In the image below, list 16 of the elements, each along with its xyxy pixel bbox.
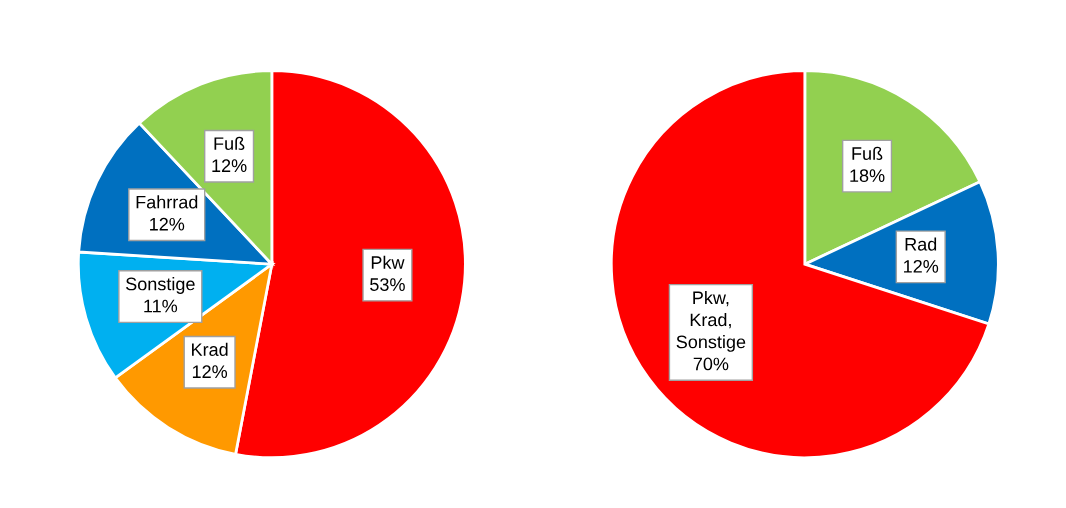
slice-label: Sonstige [126,277,195,294]
slice-label: Fuß [852,146,883,160]
data-label: 53% [370,278,405,291]
slice-label: Fuß [214,136,245,151]
data-label: 12% [192,365,228,379]
slice-label: Pkw, Krad, Sonstige [676,290,746,352]
data-label: 12% [904,259,939,273]
slice-label: Pkw [371,255,405,269]
data-label: 18% [850,169,885,182]
slice-label: Krad [192,342,228,357]
data-label: 70% [693,357,729,371]
slice-label: Rad [905,237,937,251]
data-label: 12% [150,217,185,231]
data-label: 11% [144,299,178,313]
slice-label: Fahrrad [136,195,198,209]
data-label: 12% [212,159,247,173]
